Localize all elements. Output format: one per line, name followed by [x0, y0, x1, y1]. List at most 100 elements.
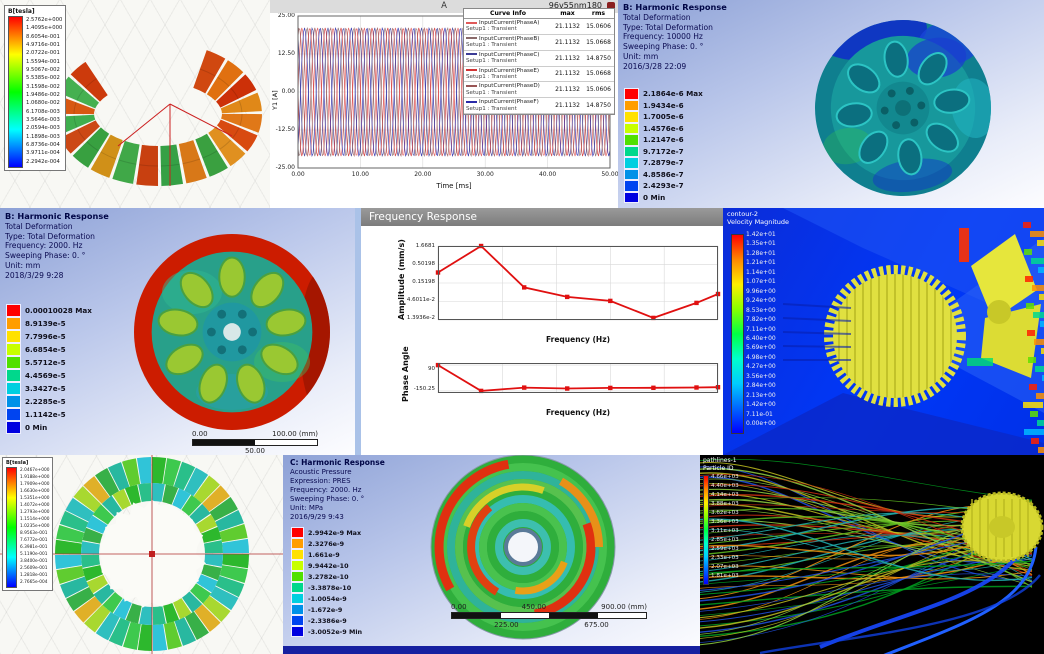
curve-setup: Setup1 : Transient [466, 89, 517, 96]
pressure-legend: 2.9942e-9 Max 2.3276e-9 1.661e-9 9.9442e… [291, 527, 362, 637]
legend-value: -1.672e-9 [308, 605, 343, 614]
legend-color-cell [6, 330, 21, 343]
tick-label: -25.00 [275, 164, 295, 171]
colorbar-label: 1.2793e+000 [20, 510, 50, 515]
wheel-deformation-model [815, 8, 996, 196]
window-icon[interactable] [607, 2, 615, 10]
tick-label: 30.00 [476, 171, 494, 178]
legend-value: 9.9442e-10 [308, 561, 349, 570]
tick-label: 50.00 [601, 171, 618, 178]
colorbar-label: 3.11e+03 [711, 528, 739, 534]
colorbar-label: 8.53e+00 [746, 306, 776, 314]
info-line: Sweeping Phase: 0. ° [290, 495, 365, 504]
legend-color-cell [624, 122, 639, 134]
colorbar-label: 2.33e+03 [711, 555, 739, 561]
legend-color-cell [624, 168, 639, 180]
curve-table-row: InputCurrent(PhaseB) Setup1 : Transient … [464, 35, 614, 51]
legend-row: -1.0054e-9 [291, 593, 362, 604]
curve-swatch [466, 69, 477, 72]
colorbar-label: 0.00e+00 [746, 420, 776, 428]
y-axis-ticks: 25.00 12.50 0.00 -12.50 -25.00 [270, 11, 295, 173]
ruler-q3: 675.00 [584, 621, 609, 629]
colorbar-label: 3.1598e-002 [26, 83, 60, 90]
legend-color-cell [6, 421, 21, 434]
info-line: Expression: PRES [290, 476, 351, 485]
y-axis-title: Y1 [A] [271, 90, 279, 110]
panel-maxwell-rotor: B[tesla] 2.0467e+000 1.9188e+000 1.7909e+0… [0, 455, 283, 654]
colorbar-label: 6.3981e-001 [20, 545, 48, 550]
legend-row: 2.2285e-5 [6, 395, 92, 408]
colorbar-b-tesla: B[tesla] 2.5762e+000 1.4095e+000 8.6054e-0… [4, 5, 67, 171]
curve-max: 21.1132 [555, 38, 580, 46]
panel-acoustic-pressure: C: Harmonic Response Acoustic Pressure Ex… [283, 455, 700, 654]
deformation-legend: 0.00010028 Max 8.9139e-5 7.7996e-5 6.685… [6, 304, 92, 434]
colorbar-label: 1.5351e+000 [20, 496, 50, 501]
legend-row: 0 Min [624, 191, 703, 203]
window-title: Frequency Response [369, 211, 478, 223]
tick-label: -12.50 [275, 126, 295, 133]
legend-row: 2.1864e-6 Max [624, 88, 703, 100]
tick-label: 1.6681 [415, 243, 435, 249]
curve-setup: Setup1 : Transient [466, 58, 517, 65]
torus-winding-model [54, 50, 262, 187]
colorbar-label: 1.42e+01 [746, 231, 776, 238]
frequency-response-titlebar[interactable]: Frequency Response [361, 208, 723, 226]
colorbar-label: 2.7665e-004 [20, 580, 48, 585]
legend-value: 3.2782e-10 [308, 572, 349, 581]
legend-value: 0 Min [25, 423, 48, 432]
colorbar-label: 5.5385e-002 [26, 75, 60, 82]
legend-value: 7.7996e-5 [25, 332, 66, 341]
window-caption: 96v55nm180 [548, 1, 602, 10]
legend-color-cell [624, 134, 639, 146]
colorbar-label: 2.59e+03 [711, 546, 739, 552]
info-line: Sweeping Phase: 0. ° [623, 42, 704, 52]
legend-row: 1.7005e-6 [624, 111, 703, 123]
window-edge [355, 208, 361, 455]
colorbar-label: 7.11e+00 [746, 325, 776, 333]
legend-value: 1.661e-9 [308, 550, 340, 559]
scale-ruler: 0.00 100.00 (mm) 50.00 [192, 430, 318, 455]
tick-label: 25.00 [277, 12, 295, 19]
colorbar-label: 9.24e+00 [746, 297, 776, 305]
legend-color-cell [291, 549, 304, 560]
colorbar-label: 1.35e+01 [746, 240, 776, 248]
info-line: Unit: mm [5, 261, 41, 271]
legend-row: 7.7996e-5 [6, 330, 92, 343]
ruler-mid: 50.00 [244, 447, 266, 455]
acoustic-disc-model [430, 455, 616, 640]
colorbar-label: 2.0594e-003 [26, 125, 60, 132]
legend-color-cell [291, 615, 304, 626]
legend-value: -2.3386e-9 [308, 616, 347, 625]
result-info: B: Harmonic Response Total Deformation Ty… [5, 211, 109, 281]
result-info: C: Harmonic Response Acoustic Pressure Ex… [290, 458, 385, 522]
legend-value: 8.9139e-5 [25, 319, 66, 328]
curve-legend-table: Curve Info max rms InputCurrent(PhaseA) … [463, 8, 615, 116]
colorbar-label: 1.1514e+000 [20, 517, 50, 522]
curve-table-body: InputCurrent(PhaseA) Setup1 : Transient … [464, 19, 614, 115]
pathlines-name: pathlines-1 [703, 457, 737, 464]
legend-value: 0 Min [643, 192, 666, 202]
colorbar-label: 1.4095e+000 [26, 25, 63, 32]
colorbar-label: 4.27e+00 [746, 363, 776, 371]
legend-row: -1.672e-9 [291, 604, 362, 615]
colorbar-label: 1.42e+00 [746, 401, 776, 409]
legend-value: -1.0054e-9 [308, 594, 347, 603]
curve-max: 21.1132 [555, 70, 580, 78]
tick-label: 0.50198 [412, 261, 435, 267]
legend-color-cell [6, 369, 21, 382]
legend-value: 1.1142e-5 [25, 410, 66, 419]
legend-row: 2.9942e-9 Max [291, 527, 362, 538]
curve-name: InputCurrent(PhaseD) Setup1 : Transient [464, 82, 552, 97]
legend-value: 1.9434e-6 [643, 100, 684, 110]
legend-color-cell [291, 604, 304, 615]
curve-swatch [466, 84, 477, 87]
colorbar-b-tesla: B[tesla] 2.0467e+000 1.9188e+000 1.7909e+0… [2, 457, 54, 591]
tick-label: 0.00 [281, 88, 295, 95]
legend-row: 3.3427e-5 [6, 382, 92, 395]
result-title: B: Harmonic Response [5, 211, 109, 221]
info-line: Unit: MPa [290, 504, 324, 513]
col-max: max [560, 10, 575, 17]
colorbar-label: 4.40e+03 [711, 483, 739, 489]
colorbar-label: 6.1708e-003 [26, 108, 60, 115]
